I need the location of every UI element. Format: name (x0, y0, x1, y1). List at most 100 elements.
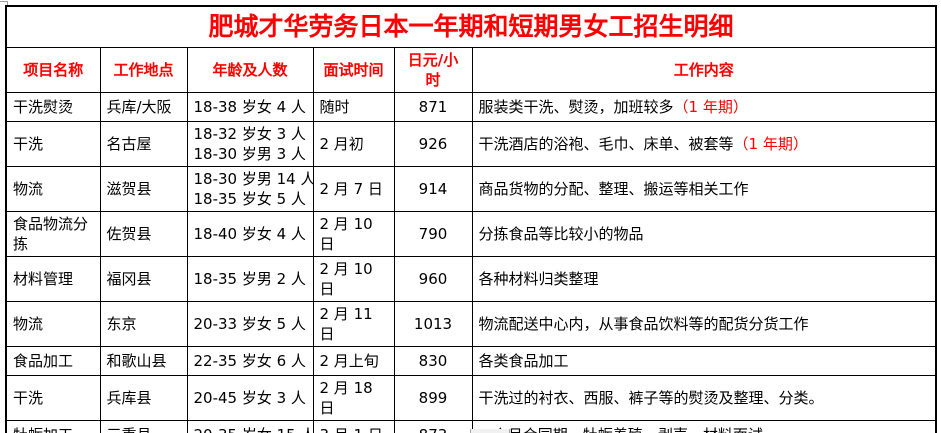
content-note-label: （1 年期） (733, 135, 808, 153)
cell-content[interactable]: 分拣食品等比较小的物品 (471, 211, 937, 257)
project-label: 牡蛎加工 (13, 426, 73, 433)
cell-interview[interactable]: 2 月 10 日 (312, 211, 395, 257)
age-line: 18-35 岁女 5 人 (193, 190, 306, 208)
wage-label: 830 (418, 352, 448, 370)
cell-project[interactable]: 牡蛎加工 (5, 420, 101, 433)
cell-wage[interactable]: 830 (393, 346, 473, 376)
cell-interview[interactable]: 2 月 10 日 (312, 256, 395, 302)
location-label: 福冈县 (106, 270, 152, 288)
content-label: 服装类干洗、熨烫，加班较多 (478, 98, 674, 116)
location-label: 和歌山县 (106, 352, 167, 370)
cell-location[interactable]: 福冈县 (99, 256, 188, 302)
age-line: 22-35 岁女 6 人 (193, 352, 306, 370)
cell-wage[interactable]: 873 (393, 420, 473, 433)
cell-interview[interactable]: 2 月上旬 (312, 346, 395, 376)
interview-label: 2 月上旬 (319, 352, 379, 370)
cell-wage[interactable]: 960 (393, 256, 473, 302)
cell-wage[interactable]: 871 (393, 92, 473, 122)
header-location[interactable]: 工作地点 (99, 47, 188, 93)
table-row: 食品加工 和歌山县 22-35 岁女 6 人 2 月上旬 830 各类食品加工 (5, 346, 937, 376)
location-label: 兵库/大阪 (106, 98, 172, 116)
cell-wage[interactable]: 1013 (393, 301, 473, 347)
header-work-content[interactable]: 工作内容 (471, 47, 937, 93)
cell-project[interactable]: 干洗熨烫 (5, 92, 101, 122)
cell-wage[interactable]: 926 (393, 121, 473, 167)
title-row: 肥城才华劳务日本一年期和短期男女工招生明细 (5, 5, 937, 48)
content-note-label: （1 年期） (673, 98, 748, 116)
cell-project[interactable]: 食品加工 (5, 346, 101, 376)
content-label: 物流配送中心内，从事食品饮料等的配货分货工作 (478, 315, 809, 333)
content-label: 各种材料归类整理 (478, 270, 599, 288)
table-row: 食品物流分拣 佐贺县 18-40 岁女 4 人 2 月 10 日 790 分拣食… (5, 211, 937, 257)
cell-interview[interactable]: 3 月 1 日 (312, 420, 395, 433)
cell-project[interactable]: 干洗 (5, 121, 101, 167)
cell-content[interactable]: 干洗过的衬衣、西服、裤子等的熨烫及整理、分类。 (471, 375, 937, 421)
cell-location[interactable]: 和歌山县 (99, 346, 188, 376)
age-line: 18-30 岁男 3 人 (193, 145, 306, 163)
interview-label: 2 月 11 日 (319, 305, 373, 343)
age-line: 18-35 岁男 2 人 (193, 270, 306, 288)
cell-ages[interactable]: 18-38 岁女 4 人 (186, 92, 314, 122)
header-project[interactable]: 项目名称 (5, 47, 101, 93)
header-wage-yen-per-hour[interactable]: 日元/小时 (393, 47, 473, 93)
project-label: 食品加工 (13, 352, 74, 370)
cell-content[interactable]: 物流配送中心内，从事食品饮料等的配货分货工作 (471, 301, 937, 347)
cell-location[interactable]: 名古屋 (99, 121, 188, 167)
recruitment-table: 肥城才华劳务日本一年期和短期男女工招生明细 项目名称 工作地点 年龄及人数 面试… (5, 5, 938, 433)
cell-ages[interactable]: 20-33 岁女 5 人 (186, 301, 314, 347)
table-row: 物流 滋贺县 18-30 岁男 14 人 18-35 岁女 5 人 2 月 7 日… (5, 166, 937, 212)
project-label: 材料管理 (13, 270, 74, 288)
cell-interview[interactable]: 2 月初 (312, 121, 395, 167)
cell-content[interactable]: 各类食品加工 (471, 346, 937, 376)
cell-project[interactable]: 干洗 (5, 375, 101, 421)
partial-cell-artifact (470, 429, 510, 433)
age-line: 18-32 岁女 3 人 (193, 125, 306, 143)
age-line: 18-38 岁女 4 人 (193, 98, 306, 116)
cell-interview[interactable]: 2 月 7 日 (312, 166, 395, 212)
cell-location[interactable]: 三重县 (99, 420, 188, 433)
cell-wage[interactable]: 899 (393, 375, 473, 421)
location-label: 东京 (106, 315, 137, 333)
cell-content[interactable]: 商品货物的分配、整理、搬运等相关工作 (471, 166, 937, 212)
cell-location[interactable]: 兵库/大阪 (99, 92, 188, 122)
cell-content[interactable]: 各种材料归类整理 (471, 256, 937, 302)
cell-location[interactable]: 佐贺县 (99, 211, 188, 257)
project-label: 干洗熨烫 (13, 98, 74, 116)
location-label: 三重县 (107, 426, 152, 433)
table-row: 干洗 名古屋 18-32 岁女 3 人 18-30 岁男 3 人 2 月初 926… (5, 121, 937, 167)
cell-ages[interactable]: 18-30 岁男 14 人 18-35 岁女 5 人 (186, 166, 314, 212)
cell-location[interactable]: 兵库县 (99, 375, 188, 421)
page-title[interactable]: 肥城才华劳务日本一年期和短期男女工招生明细 (5, 5, 937, 48)
cell-wage[interactable]: 914 (393, 166, 473, 212)
header-ages[interactable]: 年龄及人数 (186, 47, 314, 93)
cell-ages[interactable]: 20-35 岁女 15 人 (186, 420, 314, 433)
cell-interview[interactable]: 2 月 11 日 (312, 301, 395, 347)
cell-project[interactable]: 物流 (5, 301, 101, 347)
cell-ages[interactable]: 18-32 岁女 3 人 18-30 岁男 3 人 (186, 121, 314, 167)
cell-location[interactable]: 东京 (99, 301, 188, 347)
cell-content[interactable]: 服装类干洗、熨烫，加班较多（1 年期） (471, 92, 937, 122)
cell-ages[interactable]: 20-45 岁女 3 人 (186, 375, 314, 421)
wage-label: 873 (419, 426, 448, 433)
header-interview-time[interactable]: 面试时间 (312, 47, 395, 93)
cell-wage[interactable]: 790 (393, 211, 473, 257)
wage-label: 871 (418, 98, 448, 116)
wage-label: 1013 (413, 315, 453, 333)
cell-interview[interactable]: 随时 (312, 92, 395, 122)
location-label: 名古屋 (106, 135, 152, 153)
project-label: 干洗 (13, 389, 44, 407)
cell-location[interactable]: 滋贺县 (99, 166, 188, 212)
content-label: 分拣食品等比较小的物品 (478, 225, 644, 243)
cell-content[interactable]: 6 个月合同期，牡蛎养殖、剥壳，材料面试 (471, 420, 937, 433)
cell-interview[interactable]: 2 月 18 日 (312, 375, 395, 421)
cell-project[interactable]: 材料管理 (5, 256, 101, 302)
interview-label: 2 月初 (319, 135, 364, 153)
cell-project[interactable]: 食品物流分拣 (5, 211, 101, 257)
content-label: 6 个月合同期，牡蛎养殖、剥壳，材料面试 (479, 426, 763, 433)
cell-project[interactable]: 物流 (5, 166, 101, 212)
wage-label: 960 (418, 270, 448, 288)
cell-ages[interactable]: 18-35 岁男 2 人 (186, 256, 314, 302)
cell-ages[interactable]: 22-35 岁女 6 人 (186, 346, 314, 376)
cell-ages[interactable]: 18-40 岁女 4 人 (186, 211, 314, 257)
cell-content[interactable]: 干洗酒店的浴袍、毛巾、床单、被套等（1 年期） (471, 121, 937, 167)
